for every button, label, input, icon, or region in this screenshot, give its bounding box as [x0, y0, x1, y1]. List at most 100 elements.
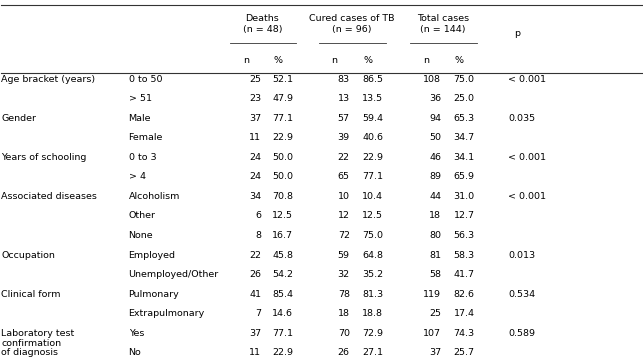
- Text: 16.7: 16.7: [272, 231, 293, 240]
- Text: 22.9: 22.9: [272, 133, 293, 142]
- Text: Gender: Gender: [1, 114, 36, 123]
- Text: Total cases
(n = 144): Total cases (n = 144): [417, 14, 469, 34]
- Text: 14.6: 14.6: [272, 309, 293, 318]
- Text: 59.4: 59.4: [362, 114, 383, 123]
- Text: 86.5: 86.5: [362, 75, 383, 84]
- Text: 11: 11: [249, 348, 261, 357]
- Text: 13: 13: [338, 94, 350, 103]
- Text: 12.5: 12.5: [272, 211, 293, 220]
- Text: n: n: [331, 56, 338, 65]
- Text: 64.8: 64.8: [362, 251, 383, 260]
- Text: 39: 39: [338, 133, 350, 142]
- Text: 22.9: 22.9: [272, 348, 293, 357]
- Text: 81: 81: [429, 251, 441, 260]
- Text: 108: 108: [423, 75, 441, 84]
- Text: No: No: [129, 348, 141, 357]
- Text: 37: 37: [429, 348, 441, 357]
- Text: 11: 11: [249, 133, 261, 142]
- Text: Laboratory test
confirmation: Laboratory test confirmation: [1, 329, 75, 348]
- Text: Cured cases of TB
(n = 96): Cured cases of TB (n = 96): [309, 14, 394, 34]
- Text: 26: 26: [338, 348, 350, 357]
- Text: Yes: Yes: [129, 329, 144, 338]
- Text: Occupation: Occupation: [1, 251, 55, 260]
- Text: 0 to 50: 0 to 50: [129, 75, 162, 84]
- Text: 25.7: 25.7: [453, 348, 475, 357]
- Text: 31.0: 31.0: [453, 192, 475, 201]
- Text: 24: 24: [249, 172, 261, 181]
- Text: 40.6: 40.6: [362, 133, 383, 142]
- Text: Extrapulmonary: Extrapulmonary: [129, 309, 205, 318]
- Text: 72: 72: [338, 231, 350, 240]
- Text: of diagnosis: of diagnosis: [1, 348, 59, 357]
- Text: 50.0: 50.0: [272, 153, 293, 162]
- Text: 58: 58: [429, 270, 441, 279]
- Text: 78: 78: [338, 290, 350, 299]
- Text: 0.589: 0.589: [508, 329, 535, 338]
- Text: 45.8: 45.8: [272, 251, 293, 260]
- Text: 6: 6: [255, 211, 261, 220]
- Text: 47.9: 47.9: [272, 94, 293, 103]
- Text: 58.3: 58.3: [453, 251, 475, 260]
- Text: < 0.001: < 0.001: [508, 192, 546, 201]
- Text: %: %: [363, 56, 372, 65]
- Text: 37: 37: [249, 114, 261, 123]
- Text: 22.9: 22.9: [362, 153, 383, 162]
- Text: 25: 25: [249, 75, 261, 84]
- Text: 36: 36: [429, 94, 441, 103]
- Text: 85.4: 85.4: [272, 290, 293, 299]
- Text: 12.7: 12.7: [453, 211, 475, 220]
- Text: 18: 18: [429, 211, 441, 220]
- Text: 24: 24: [249, 153, 261, 162]
- Text: 0 to 3: 0 to 3: [129, 153, 156, 162]
- Text: 0.013: 0.013: [508, 251, 535, 260]
- Text: 18.8: 18.8: [362, 309, 383, 318]
- Text: 10.4: 10.4: [362, 192, 383, 201]
- Text: 18: 18: [338, 309, 350, 318]
- Text: 41.7: 41.7: [453, 270, 475, 279]
- Text: Unemployed/Other: Unemployed/Other: [129, 270, 219, 279]
- Text: 25: 25: [429, 309, 441, 318]
- Text: 80: 80: [429, 231, 441, 240]
- Text: Other: Other: [129, 211, 156, 220]
- Text: 22: 22: [249, 251, 261, 260]
- Text: p: p: [514, 29, 521, 38]
- Text: Age bracket (years): Age bracket (years): [1, 75, 95, 84]
- Text: 12: 12: [338, 211, 350, 220]
- Text: 83: 83: [338, 75, 350, 84]
- Text: 12.5: 12.5: [362, 211, 383, 220]
- Text: 46: 46: [429, 153, 441, 162]
- Text: > 4: > 4: [129, 172, 145, 181]
- Text: 50.0: 50.0: [272, 172, 293, 181]
- Text: Deaths
(n = 48): Deaths (n = 48): [242, 14, 282, 34]
- Text: 10: 10: [338, 192, 350, 201]
- Text: 70: 70: [338, 329, 350, 338]
- Text: 23: 23: [249, 94, 261, 103]
- Text: 34.7: 34.7: [453, 133, 475, 142]
- Text: 26: 26: [249, 270, 261, 279]
- Text: 57: 57: [338, 114, 350, 123]
- Text: Pulmonary: Pulmonary: [129, 290, 179, 299]
- Text: Female: Female: [129, 133, 163, 142]
- Text: 25.0: 25.0: [453, 94, 475, 103]
- Text: 75.0: 75.0: [362, 231, 383, 240]
- Text: 17.4: 17.4: [453, 309, 475, 318]
- Text: 54.2: 54.2: [272, 270, 293, 279]
- Text: 65.3: 65.3: [453, 114, 475, 123]
- Text: 89: 89: [429, 172, 441, 181]
- Text: 44: 44: [429, 192, 441, 201]
- Text: 77.1: 77.1: [272, 114, 293, 123]
- Text: < 0.001: < 0.001: [508, 75, 546, 84]
- Text: 52.1: 52.1: [272, 75, 293, 84]
- Text: 7: 7: [255, 309, 261, 318]
- Text: 74.3: 74.3: [453, 329, 475, 338]
- Text: %: %: [273, 56, 282, 65]
- Text: 34: 34: [249, 192, 261, 201]
- Text: 65: 65: [338, 172, 350, 181]
- Text: 50: 50: [429, 133, 441, 142]
- Text: n: n: [422, 56, 429, 65]
- Text: 32: 32: [338, 270, 350, 279]
- Text: < 0.001: < 0.001: [508, 153, 546, 162]
- Text: Associated diseases: Associated diseases: [1, 192, 97, 201]
- Text: 35.2: 35.2: [362, 270, 383, 279]
- Text: 13.5: 13.5: [362, 94, 383, 103]
